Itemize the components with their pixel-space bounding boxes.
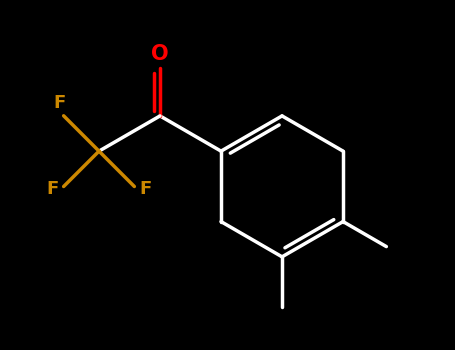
Text: F: F [53,94,65,112]
Text: F: F [46,180,58,198]
Text: F: F [140,180,152,198]
Text: O: O [151,44,169,64]
